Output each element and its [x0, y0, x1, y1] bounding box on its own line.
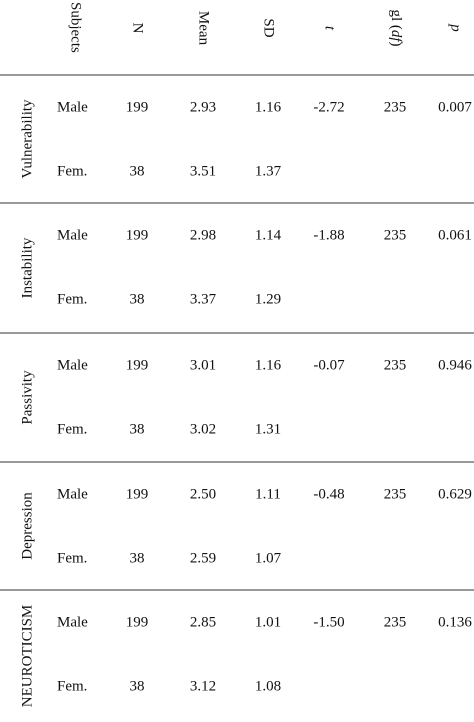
- cell: 1.37: [255, 163, 282, 179]
- cell: -1.50: [313, 614, 344, 630]
- cell: 1.07: [255, 550, 282, 566]
- cell: 199: [126, 227, 149, 243]
- cell: 235: [384, 486, 407, 502]
- cell: Fem.: [57, 550, 87, 566]
- cell: 1.16: [255, 99, 282, 115]
- cell: 3.51: [190, 163, 216, 179]
- cell: Fem.: [57, 678, 87, 694]
- cell: Fem.: [57, 421, 87, 437]
- cell: 1.29: [255, 291, 281, 307]
- cell: Male: [57, 486, 88, 502]
- header-part: ): [388, 42, 404, 47]
- cell: 199: [126, 357, 149, 373]
- group-label: Depression: [19, 492, 35, 560]
- cell: 2.50: [190, 486, 216, 502]
- cell: 1.14: [255, 227, 282, 243]
- cell: 3.37: [190, 291, 217, 307]
- cell: 1.16: [255, 357, 282, 373]
- cell: 235: [384, 99, 407, 115]
- cell: 199: [126, 486, 149, 502]
- header-part: gl (: [388, 9, 404, 29]
- cell: -0.48: [313, 486, 344, 502]
- header-cell: N: [130, 23, 146, 34]
- header-cell: SD: [261, 18, 277, 37]
- cell: 2.59: [190, 550, 216, 566]
- cell: 3.02: [190, 421, 216, 437]
- cell: 0.629: [438, 486, 472, 502]
- cell: 1.31: [255, 421, 281, 437]
- cell: 2.85: [190, 614, 216, 630]
- cell: 0.136: [438, 614, 472, 630]
- header-cell: p: [448, 23, 464, 32]
- cell: -2.72: [313, 99, 344, 115]
- cell: Male: [57, 357, 88, 373]
- cell: 38: [130, 163, 145, 179]
- cell: 0.061: [438, 227, 472, 243]
- group-label: NEUROTICISM: [19, 605, 35, 708]
- cell: 235: [384, 357, 407, 373]
- header-cell: t: [322, 26, 338, 31]
- group-label: Passivity: [19, 370, 35, 425]
- cell: Male: [57, 99, 88, 115]
- cell: 199: [126, 614, 149, 630]
- cell: 235: [384, 227, 407, 243]
- cell: 0.007: [438, 99, 472, 115]
- header-cell: Mean: [196, 11, 212, 46]
- cell: -0.07: [313, 357, 345, 373]
- cell: Fem.: [57, 163, 87, 179]
- cell: 2.98: [190, 227, 216, 243]
- cell: Male: [57, 614, 88, 630]
- cell: 2.93: [190, 99, 216, 115]
- cell: Male: [57, 227, 88, 243]
- cell: 3.01: [190, 357, 216, 373]
- cell: 199: [126, 99, 149, 115]
- group-label: Instability: [19, 237, 35, 298]
- cell: Fem.: [57, 291, 87, 307]
- header-part: df: [388, 30, 404, 44]
- cell: -1.88: [313, 227, 344, 243]
- header-cell: Subjects: [68, 2, 84, 53]
- cell: 38: [130, 421, 145, 437]
- cell: 0.946: [438, 357, 472, 373]
- cell: 38: [130, 550, 145, 566]
- group-label: Vulnerability: [19, 99, 35, 179]
- cell: 1.11: [255, 486, 281, 502]
- cell: 235: [384, 614, 407, 630]
- cell: 1.08: [255, 678, 281, 694]
- cell: 38: [130, 678, 145, 694]
- cell: 38: [130, 291, 145, 307]
- cell: 3.12: [190, 678, 216, 694]
- cell: 1.01: [255, 614, 281, 630]
- header-cell: gl (df): [388, 9, 404, 46]
